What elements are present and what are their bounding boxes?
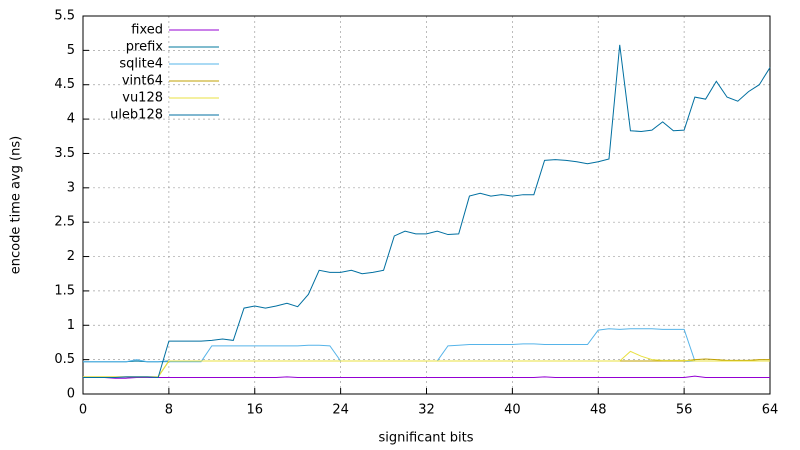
x-tick-label: 32 — [418, 403, 435, 418]
series-line — [83, 44, 771, 379]
series-line — [83, 350, 770, 378]
y-axis-label: encode time avg (ns) — [9, 136, 24, 274]
plot-frame — [82, 15, 771, 395]
x-tick-label: 8 — [165, 403, 173, 418]
y-tick-label: 0.5 — [54, 352, 75, 367]
legend-label: uleb128 — [110, 108, 163, 123]
x-tick-label: 56 — [676, 403, 693, 418]
x-tick-label: 64 — [762, 403, 779, 418]
legend-label: prefix — [126, 40, 163, 55]
legend-label: fixed — [131, 23, 163, 38]
legend-label: sqlite4 — [119, 57, 163, 72]
y-tick-label: 1.5 — [54, 283, 75, 298]
x-tick-label: 48 — [590, 403, 607, 418]
x-tick-label: 40 — [504, 403, 521, 418]
y-tick-label: 5.5 — [54, 9, 75, 24]
x-tick-label: 0 — [79, 403, 87, 418]
x-axis-label: significant bits — [379, 431, 474, 446]
y-tick-label: 0 — [67, 387, 75, 402]
y-tick-label: 4 — [67, 112, 75, 127]
y-tick-label: 1 — [67, 318, 75, 333]
y-tick-label: 4.5 — [54, 77, 75, 92]
y-tick-label: 2.5 — [54, 215, 75, 230]
legend-label: vu128 — [122, 91, 163, 106]
y-tick-label: 3 — [67, 180, 75, 195]
x-tick-label: 24 — [332, 403, 349, 418]
y-tick-label: 2 — [67, 249, 75, 264]
series-line — [83, 375, 770, 379]
x-tick-label: 16 — [246, 403, 263, 418]
y-tick-label: 3.5 — [54, 146, 75, 161]
y-tick-label: 5 — [67, 43, 75, 58]
legend-label: vint64 — [122, 74, 163, 89]
